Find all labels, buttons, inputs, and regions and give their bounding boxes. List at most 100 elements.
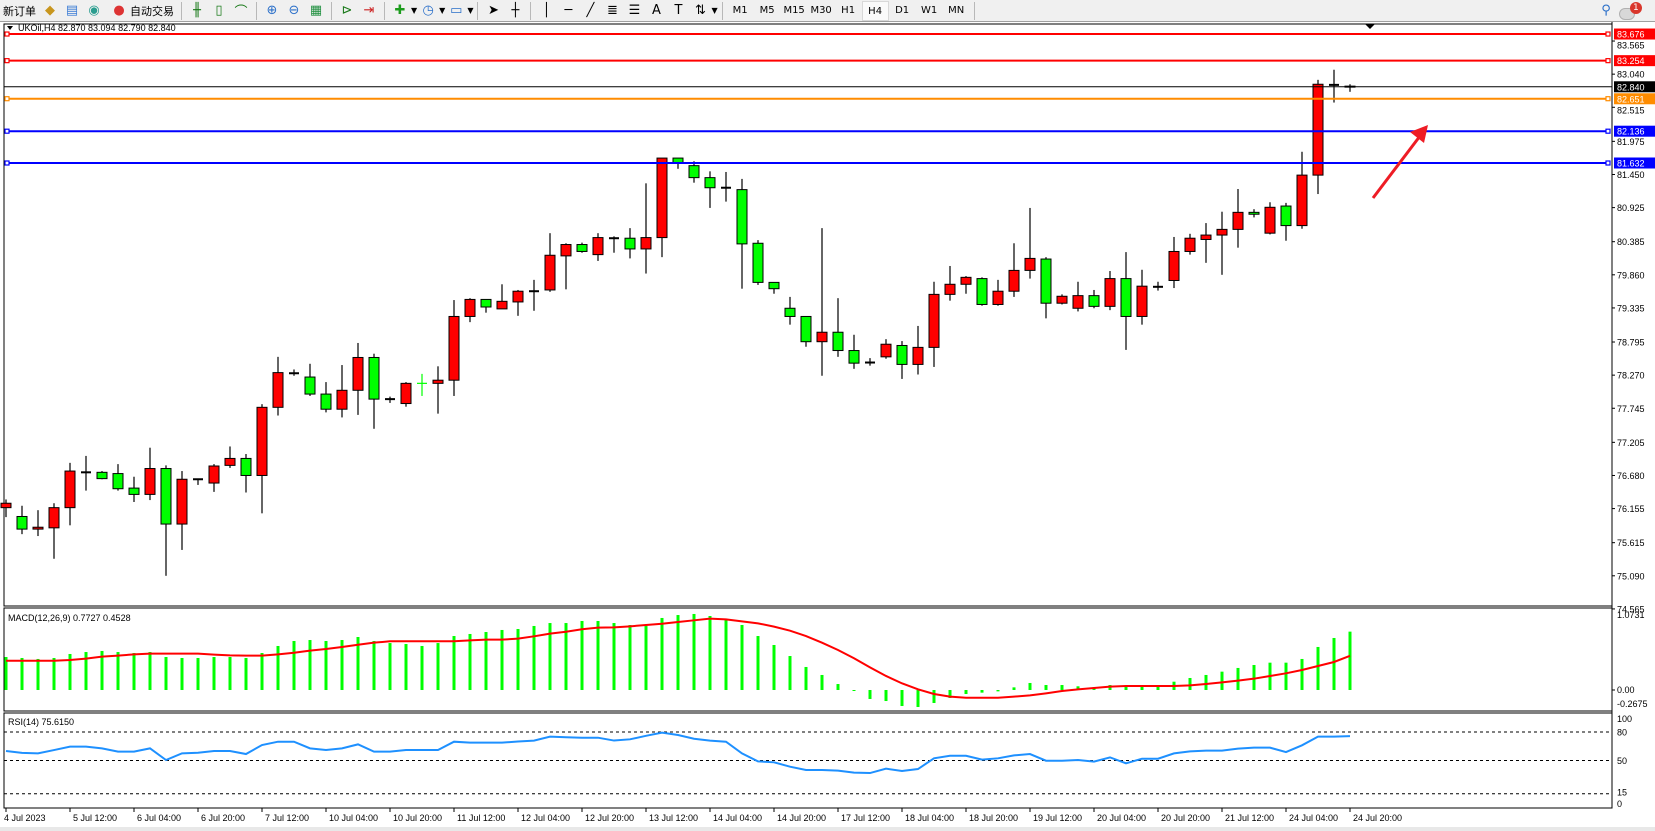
candle (560, 243, 572, 290)
chart-menu-triangle-icon[interactable] (7, 26, 13, 30)
macd-label: MACD(12,26,9) 0.7727 0.4528 (8, 613, 131, 623)
line-handle-icon[interactable] (1605, 96, 1611, 102)
macd-histogram-bar (308, 640, 312, 690)
search-icon[interactable]: ⚲ (1601, 3, 1611, 18)
timeframe-m5-button[interactable]: M5 (759, 4, 775, 16)
current-price-label: 82.840 (1617, 82, 1645, 92)
macd-histogram-bar (740, 624, 744, 690)
vertical-line-icon[interactable]: │ (542, 3, 551, 18)
macd-histogram-bar (116, 652, 120, 690)
candle-body (144, 468, 156, 495)
candle-body (800, 315, 812, 343)
macd-histogram-bar (356, 636, 360, 690)
macd-histogram-bar (1236, 667, 1240, 690)
text-label-icon[interactable]: T (674, 3, 683, 18)
templates-icon[interactable]: ▭ (450, 3, 463, 18)
timeframe-h1-button[interactable]: H1 (841, 4, 856, 16)
line-handle-icon[interactable] (1605, 160, 1611, 166)
add-indicator-icon[interactable]: ✚ (394, 3, 406, 18)
macd-histogram-bar (1060, 685, 1064, 690)
macd-histogram-bar (1124, 686, 1128, 690)
autoscroll-icon[interactable]: ⇥ (363, 3, 375, 18)
candle-body (496, 300, 508, 310)
candle-body (848, 350, 860, 364)
line-handle-icon[interactable] (4, 96, 10, 102)
time-tick-label: 12 Jul 20:00 (585, 813, 634, 823)
macd-histogram-bar (324, 641, 328, 690)
auto-trading-button[interactable]: ● 自动交易 (105, 1, 177, 21)
candlestick-icon[interactable]: ▯ (215, 3, 223, 18)
chart-shift-icon[interactable]: ⊳ (341, 3, 353, 18)
crosshair-icon[interactable]: ┼ (511, 3, 520, 18)
dropdown-arrow-icon[interactable]: ▼ (439, 6, 446, 15)
line-handle-icon[interactable] (4, 160, 10, 166)
chart-shift-marker-icon[interactable] (1365, 24, 1375, 29)
timeframe-w1-button[interactable]: W1 (921, 4, 938, 16)
candle-body (592, 237, 604, 256)
candle (944, 265, 956, 301)
candle-body (832, 331, 844, 352)
time-tick-label: 13 Jul 12:00 (649, 813, 698, 823)
timeframe-mn-button[interactable]: MN (948, 4, 965, 16)
timeframe-m30-button[interactable]: M30 (810, 4, 832, 16)
line-handle-icon[interactable] (4, 128, 10, 134)
fibonacci-icon[interactable]: ≣ (607, 3, 618, 18)
candle-body (0, 502, 12, 509)
line-chart-icon[interactable]: ⌒ (234, 5, 248, 20)
timeframe-h4-button[interactable]: H4 (861, 0, 889, 21)
trendline-icon[interactable]: ╱ (586, 3, 595, 18)
candle-body (1056, 295, 1068, 304)
macd-panel[interactable]: 1.0731 0.00 -0.2675 (3, 607, 1648, 712)
price-tick-label: 75.615 (1617, 538, 1645, 548)
rsi-axis-label: 80 (1617, 728, 1627, 738)
arrow-annotation[interactable] (1371, 135, 1422, 199)
zoom-out-icon[interactable]: ⊖ (288, 3, 300, 18)
signal-icon[interactable]: ◉ (88, 3, 100, 18)
macd-histogram-bar (4, 657, 8, 690)
periods-icon[interactable]: ◷ (422, 3, 434, 18)
candle-body (1008, 269, 1020, 292)
macd-histogram-bar (340, 640, 344, 690)
bar-chart-icon[interactable]: ╫ (193, 3, 201, 18)
macd-histogram-bar (996, 690, 1000, 692)
cursor-icon[interactable]: ➤ (488, 3, 499, 18)
new-order-button[interactable]: 新订单 (0, 1, 39, 21)
candle (1280, 202, 1292, 241)
market-watch-icon[interactable]: ▤ (65, 3, 79, 18)
gold-icon[interactable]: ◆ (45, 3, 55, 18)
timeframe-d1-button[interactable]: D1 (895, 4, 910, 16)
tile-windows-icon[interactable]: ▦ (309, 3, 323, 18)
candle-body (1216, 228, 1228, 236)
rsi-panel[interactable]: 100 80 50 15 0 (3, 712, 1632, 809)
horizontal-line-icon[interactable]: ─ (564, 3, 573, 18)
candle (336, 365, 348, 418)
line-handle-icon[interactable] (1605, 128, 1611, 134)
line-handle-icon[interactable] (4, 58, 10, 64)
macd-histogram-bar (1204, 674, 1208, 690)
chat-button[interactable]: 1 (1617, 1, 1643, 20)
zoom-in-icon[interactable]: ⊕ (266, 3, 278, 18)
toolbar-separator (331, 1, 332, 20)
candle (400, 382, 412, 407)
arrows-icon[interactable]: ⇅ (695, 3, 706, 18)
line-handle-icon[interactable] (4, 31, 10, 37)
dropdown-arrow-icon[interactable]: ▼ (711, 6, 718, 15)
candle-body (1136, 285, 1148, 317)
candle (480, 298, 492, 313)
candle (385, 396, 395, 403)
timeframe-m15-button[interactable]: M15 (783, 4, 805, 16)
text-icon[interactable]: A (652, 3, 661, 18)
line-handle-icon[interactable] (1605, 58, 1611, 64)
price-panel[interactable]: 83.565 83.040 82.515 81.975 81.450 80.925 80.3… (0, 22, 1655, 808)
candle (688, 161, 700, 183)
macd-histogram-bar (1156, 686, 1160, 690)
timeframe-m1-button[interactable]: M1 (732, 4, 748, 16)
dropdown-arrow-icon[interactable]: ▼ (411, 6, 418, 15)
line-handle-icon[interactable] (1605, 31, 1611, 37)
candle (16, 505, 28, 535)
time-tick-label: 24 Jul 20:00 (1353, 813, 1402, 823)
dropdown-arrow-icon[interactable]: ▼ (467, 6, 474, 15)
fibo-fan-icon[interactable]: ☰ (628, 3, 641, 18)
toolbar-separator (477, 1, 479, 20)
